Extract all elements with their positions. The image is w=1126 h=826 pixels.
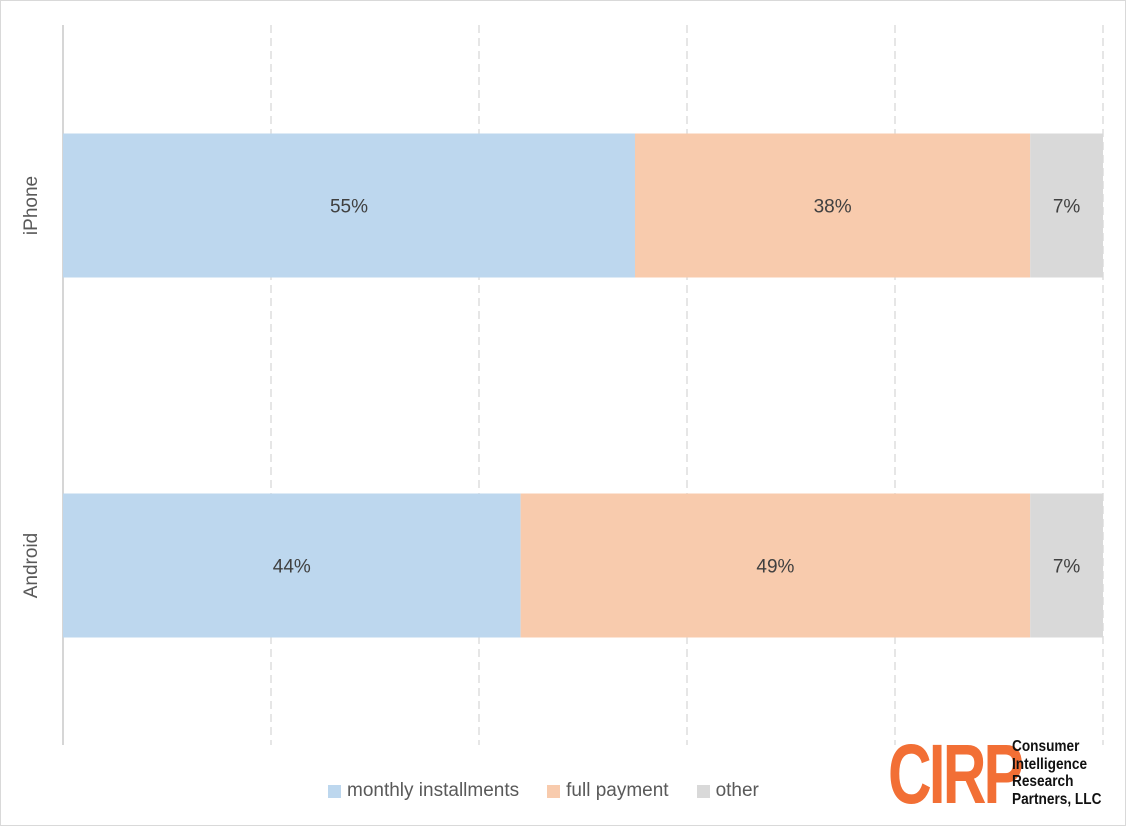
bar-segment xyxy=(520,493,1031,638)
data-label: 44% xyxy=(273,557,311,578)
category-label: Android xyxy=(21,533,42,599)
legend-label: monthly installments xyxy=(347,780,520,801)
data-label: 7% xyxy=(1053,557,1081,578)
data-label: 49% xyxy=(756,557,794,578)
legend-item-monthly-installments: monthly installments xyxy=(328,780,519,802)
legend: monthly installments full payment other xyxy=(328,780,759,802)
bar-segment xyxy=(1030,493,1103,638)
bar-segment xyxy=(63,493,521,638)
data-label: 7% xyxy=(1053,197,1081,218)
legend-label: other xyxy=(715,780,759,801)
bar-segment xyxy=(635,133,1031,278)
legend-swatch xyxy=(328,784,341,798)
cirp-logo: CIRP Consumer Intelligence Research Part… xyxy=(888,732,1118,816)
legend-item-other: other xyxy=(696,780,759,802)
legend-swatch xyxy=(696,784,710,798)
bar-segment xyxy=(63,133,635,278)
legend-swatch xyxy=(547,784,561,798)
data-label: 55% xyxy=(330,197,368,218)
logo-line: Partners, LLC xyxy=(1012,790,1102,808)
logo-mark: CIRP xyxy=(888,727,1024,821)
logo-line: Research xyxy=(1012,773,1074,790)
category-label: iPhone xyxy=(21,176,42,235)
legend-item-full-payment: full payment xyxy=(547,780,669,802)
legend-label: full payment xyxy=(566,780,669,801)
logo-line: Intelligence xyxy=(1012,755,1088,773)
data-label: 38% xyxy=(814,197,852,218)
bar-segment xyxy=(1030,133,1103,278)
logo-text: Consumer Intelligence Research Partners,… xyxy=(1012,738,1101,808)
logo-line: Consumer xyxy=(1012,738,1080,755)
